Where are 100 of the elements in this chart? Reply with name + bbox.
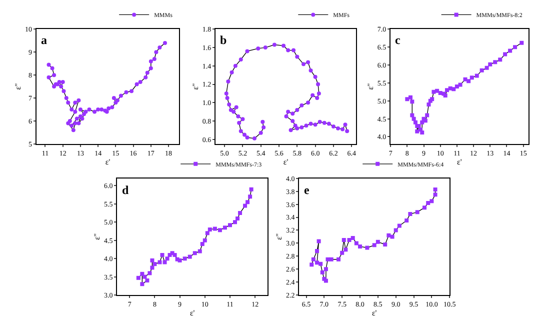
- point: [324, 267, 328, 272]
- point: [66, 100, 70, 105]
- point: [205, 231, 210, 236]
- point: [136, 276, 140, 280]
- point: [140, 282, 144, 286]
- point: [390, 234, 394, 239]
- point: [290, 112, 295, 116]
- point: [397, 224, 402, 228]
- point: [315, 248, 320, 253]
- point: [488, 62, 492, 66]
- point: [293, 124, 298, 128]
- point: [224, 91, 228, 96]
- point: [383, 242, 388, 246]
- point: [145, 70, 150, 75]
- point: [295, 54, 300, 59]
- point: [74, 116, 79, 121]
- point: [454, 84, 459, 89]
- point: [358, 244, 362, 248]
- point: [310, 262, 314, 267]
- annotation: d: [122, 183, 129, 197]
- point: [208, 227, 212, 232]
- point: [331, 124, 336, 128]
- point: [336, 257, 341, 262]
- point: [192, 251, 197, 256]
- point: [249, 187, 254, 192]
- point: [316, 239, 321, 244]
- point: [302, 62, 306, 66]
- point: [342, 238, 346, 242]
- point: [415, 129, 420, 134]
- point: [452, 87, 456, 92]
- point: [66, 121, 70, 126]
- point: [350, 236, 355, 240]
- point: [237, 120, 242, 125]
- point: [160, 252, 164, 257]
- point: [256, 46, 260, 50]
- point: [310, 93, 315, 98]
- point: [345, 129, 350, 134]
- point: [59, 84, 64, 89]
- point: [152, 57, 156, 62]
- point: [106, 106, 111, 110]
- point: [260, 120, 265, 124]
- point: [227, 102, 232, 106]
- point: [413, 120, 418, 124]
- point: [420, 130, 424, 134]
- point: [202, 238, 207, 242]
- point: [73, 100, 78, 105]
- point: [178, 258, 182, 262]
- point: [318, 262, 323, 266]
- point: [430, 199, 434, 204]
- point: [295, 108, 300, 112]
- point: [226, 80, 230, 84]
- point: [130, 89, 134, 94]
- point: [480, 68, 484, 72]
- point: [70, 124, 74, 128]
- point: [228, 223, 232, 228]
- point: [300, 103, 304, 108]
- point: [76, 121, 81, 126]
- point: [138, 80, 142, 84]
- point: [445, 88, 450, 92]
- x-axis-title: ε': [283, 157, 289, 166]
- point: [372, 243, 376, 248]
- point: [57, 80, 62, 84]
- point: [404, 218, 409, 223]
- point: [308, 122, 313, 126]
- point: [508, 48, 512, 53]
- point: [144, 75, 148, 80]
- point: [64, 96, 68, 100]
- point: [238, 129, 243, 134]
- point: [238, 211, 242, 216]
- x-axis-title: ε': [190, 308, 196, 318]
- y-axis-title: ε'': [14, 82, 23, 90]
- point: [225, 96, 230, 100]
- point: [124, 90, 128, 94]
- point: [503, 52, 508, 56]
- point: [405, 97, 410, 102]
- point: [245, 135, 250, 140]
- point: [313, 122, 318, 127]
- point: [326, 122, 331, 126]
- point: [50, 66, 54, 70]
- point: [258, 130, 263, 135]
- point: [432, 90, 436, 94]
- point: [60, 80, 65, 84]
- point: [262, 125, 266, 130]
- point: [230, 70, 234, 74]
- point: [172, 252, 177, 257]
- point: [520, 40, 524, 45]
- point: [290, 118, 295, 123]
- point: [112, 96, 116, 100]
- point: [426, 102, 431, 106]
- point: [316, 82, 320, 86]
- point: [140, 272, 144, 276]
- point: [410, 100, 414, 104]
- x-axis-title: ε': [457, 157, 462, 166]
- point: [73, 110, 78, 114]
- point: [62, 89, 66, 94]
- point: [318, 120, 322, 124]
- point: [412, 116, 416, 121]
- point: [228, 108, 233, 112]
- point: [470, 76, 474, 80]
- point: [252, 136, 257, 140]
